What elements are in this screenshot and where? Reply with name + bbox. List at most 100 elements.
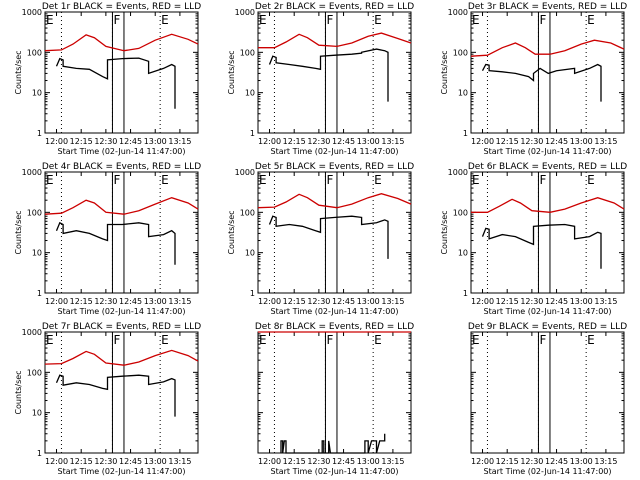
plot-frame — [470, 171, 625, 294]
x-axis-label: Start Time (02-Jun-14 11:47:00) — [58, 307, 186, 316]
x-axis-label: Start Time (02-Jun-14 11:47:00) — [271, 307, 399, 316]
plot-frame — [44, 171, 199, 294]
series-lld-line — [471, 197, 625, 213]
x-tick-label: 12:45 — [545, 457, 568, 466]
marker-f: F — [113, 333, 120, 347]
x-tick-label: 12:45 — [119, 137, 142, 146]
y-tick-label: 1000 — [448, 8, 468, 17]
y-tick-label: 100 — [240, 48, 255, 57]
series-lld-line — [44, 197, 199, 215]
marker-e: E — [374, 333, 382, 347]
plot-frame — [257, 171, 412, 294]
x-tick-label: 13:00 — [570, 457, 593, 466]
x-tick-label: 12:15 — [283, 457, 306, 466]
x-tick-label: 12:00 — [258, 297, 281, 306]
x-tick-label: 13:00 — [570, 137, 593, 146]
panel-title: Det 1r BLACK = Events, RED = LLD — [42, 2, 201, 12]
plot-frame — [44, 331, 199, 454]
marker-e: E — [587, 173, 595, 187]
y-axis-label: Counts/sec — [227, 210, 236, 254]
y-tick-label: 1000 — [448, 168, 468, 177]
x-tick-label: 12:15 — [496, 137, 519, 146]
marker-f: F — [113, 173, 120, 187]
marker-e: E — [259, 173, 267, 187]
x-tick-label: 13:15 — [168, 457, 191, 466]
x-tick-label: 12:45 — [332, 297, 355, 306]
x-tick-label: 12:15 — [283, 297, 306, 306]
y-tick-label: 1 — [463, 289, 468, 298]
x-tick-label: 13:15 — [594, 457, 617, 466]
marker-e: E — [472, 333, 480, 347]
x-tick-label: 13:00 — [357, 457, 380, 466]
x-tick-label: 12:30 — [307, 297, 330, 306]
x-tick-label: 12:15 — [496, 297, 519, 306]
x-tick-label: 12:45 — [332, 137, 355, 146]
marker-e: E — [472, 173, 480, 187]
x-tick-label: 13:15 — [594, 137, 617, 146]
y-tick-label: 10 — [458, 89, 468, 98]
marker-f: F — [539, 13, 546, 27]
panel-title: Det 5r BLACK = Events, RED = LLD — [255, 162, 414, 172]
marker-f: F — [326, 173, 333, 187]
x-tick-label: 12:45 — [332, 457, 355, 466]
plot-frame — [470, 11, 625, 134]
x-tick-label: 13:15 — [594, 297, 617, 306]
series-events-line — [55, 57, 176, 109]
y-tick-label: 100 — [453, 48, 468, 57]
x-tick-label: 12:30 — [520, 137, 543, 146]
y-tick-label: 10 — [245, 89, 255, 98]
x-axis-label: Start Time (02-Jun-14 11:47:00) — [484, 307, 612, 316]
x-tick-label: 12:15 — [283, 137, 306, 146]
x-tick-label: 13:00 — [144, 297, 167, 306]
y-axis-label: Counts/sec — [440, 210, 449, 254]
y-axis-label: Counts/sec — [14, 210, 23, 254]
y-tick-label: 10 — [32, 89, 42, 98]
y-axis-label: Counts/sec — [440, 50, 449, 94]
series-events-line — [268, 215, 389, 259]
marker-e: E — [46, 173, 54, 187]
y-axis-label: Counts/sec — [14, 50, 23, 94]
y-tick-label: 10 — [32, 249, 42, 258]
x-tick-label: 12:45 — [545, 137, 568, 146]
series-events-line — [55, 221, 176, 265]
series-lld-line — [44, 349, 199, 366]
x-axis-label: Start Time (02-Jun-14 11:47:00) — [484, 147, 612, 156]
x-tick-label: 12:00 — [258, 457, 281, 466]
x-tick-label: 13:15 — [381, 457, 404, 466]
x-tick-label: 13:00 — [357, 297, 380, 306]
x-axis-label: Start Time (02-Jun-14 11:47:00) — [58, 147, 186, 156]
series-lld-line — [257, 193, 412, 209]
y-tick-label: 1 — [37, 289, 42, 298]
y-tick-label: 10 — [32, 409, 42, 418]
x-tick-label: 12:00 — [258, 137, 281, 146]
x-tick-label: 12:15 — [70, 137, 93, 146]
series-lld-line — [44, 33, 199, 52]
plot-frame — [470, 331, 625, 454]
y-tick-label: 100 — [240, 208, 255, 217]
marker-e: E — [259, 333, 267, 347]
marker-e: E — [587, 333, 595, 347]
x-tick-label: 12:45 — [545, 297, 568, 306]
series-events-line — [268, 48, 389, 102]
marker-e: E — [472, 13, 480, 27]
y-tick-label: 100 — [27, 208, 42, 217]
marker-e: E — [46, 13, 54, 27]
marker-f: F — [326, 333, 333, 347]
marker-f: F — [326, 13, 333, 27]
marker-e: E — [587, 13, 595, 27]
marker-f: F — [539, 333, 546, 347]
panel-title: Det 7r BLACK = Events, RED = LLD — [42, 322, 201, 332]
x-tick-label: 12:00 — [45, 297, 68, 306]
x-tick-label: 12:30 — [307, 137, 330, 146]
y-tick-label: 10 — [245, 249, 255, 258]
x-tick-label: 13:00 — [144, 457, 167, 466]
x-tick-label: 12:30 — [94, 297, 117, 306]
x-axis-label: Start Time (02-Jun-14 11:47:00) — [484, 467, 612, 476]
marker-e: E — [161, 173, 169, 187]
x-tick-label: 12:00 — [471, 457, 494, 466]
x-tick-label: 13:00 — [357, 137, 380, 146]
